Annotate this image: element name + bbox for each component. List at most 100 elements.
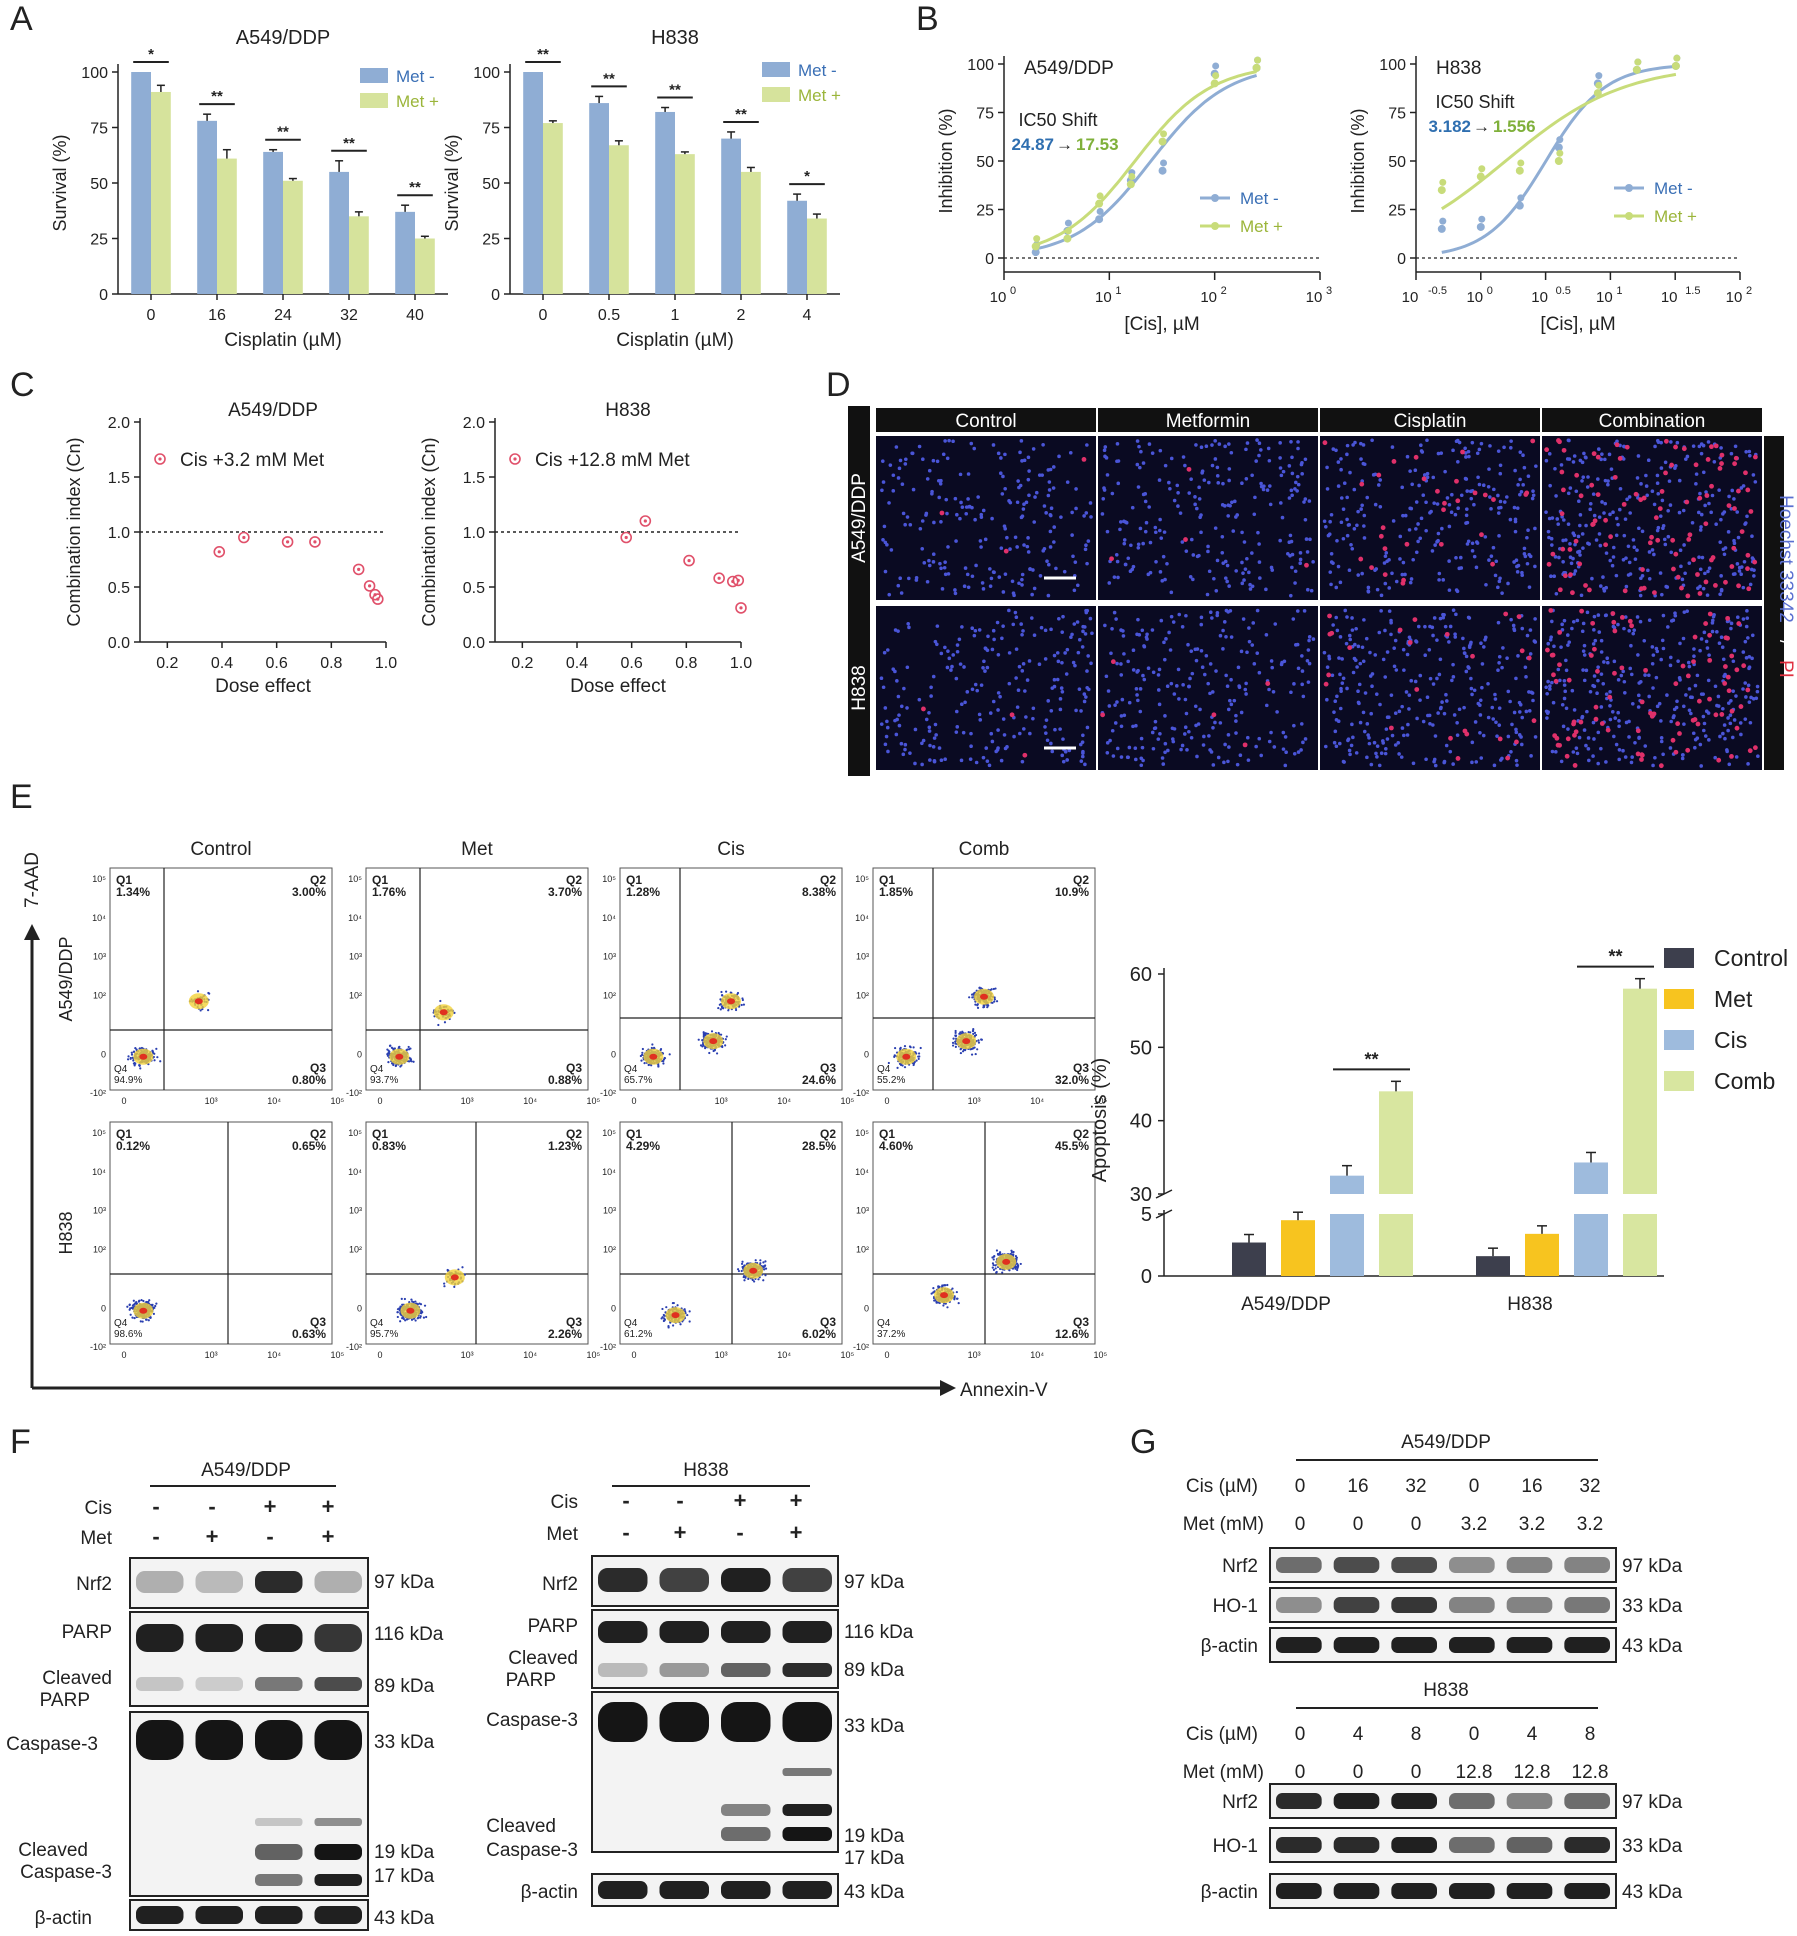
nucleus-blue: [1741, 687, 1745, 691]
nucleus-blue: [1071, 660, 1076, 665]
nucleus-blue: [925, 579, 930, 584]
nucleus-blue: [1379, 593, 1384, 598]
event-dot: [153, 1052, 156, 1055]
nucleus-blue: [1586, 736, 1591, 740]
nucleus-blue: [1444, 692, 1448, 697]
nucleus-blue: [1081, 624, 1085, 629]
nucleus-blue: [1533, 735, 1538, 739]
nucleus-blue: [1193, 495, 1197, 499]
nucleus-blue: [1326, 533, 1331, 538]
nucleus-blue: [1645, 493, 1649, 498]
nucleus-blue: [1053, 727, 1057, 732]
nucleus-red: [1442, 500, 1447, 506]
legend-marker: [154, 453, 166, 465]
nucleus-blue: [1076, 650, 1081, 655]
nucleus-blue: [1743, 681, 1748, 685]
nucleus-blue: [1255, 608, 1260, 613]
y-tick-label: 1.5: [108, 470, 130, 487]
nucleus-blue: [1441, 578, 1446, 582]
nucleus-blue: [1210, 463, 1215, 468]
nucleus-red: [1571, 721, 1576, 727]
nucleus-blue: [899, 704, 904, 709]
nucleus-blue: [1306, 648, 1311, 652]
x-tick-label: 10⁵: [1094, 1096, 1108, 1106]
nucleus-red: [1608, 534, 1613, 540]
nucleus-blue: [1163, 750, 1167, 755]
quadrant-value: 32.0%: [1055, 1073, 1089, 1087]
nucleus-blue: [884, 734, 889, 739]
data-point: [286, 540, 290, 544]
nucleus-blue: [1411, 761, 1416, 766]
nucleus-blue: [1435, 676, 1439, 681]
x-tick-label: 10: [1531, 289, 1548, 306]
nucleus-red: [1655, 537, 1661, 543]
nucleus-red: [1589, 482, 1595, 488]
data-point: [1064, 227, 1072, 235]
bar: [263, 151, 283, 294]
nucleus-blue: [1136, 485, 1141, 489]
nucleus-blue: [1033, 495, 1037, 499]
data-point: [687, 559, 691, 563]
nucleus-blue: [1020, 572, 1025, 577]
nucleus-red: [1622, 588, 1628, 594]
nucleus-blue: [1618, 507, 1622, 512]
panel-letter: E: [10, 778, 33, 816]
nucleus-blue: [1660, 498, 1665, 503]
nucleus-blue: [942, 565, 947, 570]
nucleus-blue: [1685, 454, 1690, 459]
nucleus-blue: [1020, 459, 1024, 463]
nucleus-blue: [1591, 720, 1596, 725]
nucleus-blue: [1345, 495, 1349, 500]
nucleus-red: [1684, 499, 1690, 505]
nucleus-blue: [1469, 676, 1473, 681]
nucleus-blue: [1572, 708, 1577, 712]
nucleus-blue: [1176, 490, 1180, 495]
data-point: [242, 535, 246, 540]
x-axis-label: [Cis], µM: [1124, 314, 1199, 335]
nucleus-blue: [1675, 699, 1679, 704]
event-dot: [130, 1051, 133, 1054]
nucleus-blue: [1140, 628, 1145, 633]
nucleus-blue: [1122, 713, 1127, 718]
nucleus-blue: [1220, 550, 1225, 555]
nucleus-blue: [1425, 695, 1430, 700]
nucleus-blue: [1487, 558, 1491, 562]
nucleus-blue: [1179, 747, 1183, 752]
event-dot: [130, 1053, 134, 1056]
nucleus-blue: [1381, 657, 1386, 662]
nucleus-blue: [1298, 557, 1303, 562]
nucleus-blue: [1596, 613, 1601, 617]
nucleus-red: [1713, 582, 1718, 588]
nucleus-blue: [1464, 654, 1469, 659]
nucleus-blue: [1379, 609, 1383, 613]
nucleus-blue: [1681, 704, 1686, 709]
nucleus-blue: [1496, 585, 1500, 590]
nucleus-blue: [938, 481, 943, 486]
x-tick-exponent: 1.5: [1685, 285, 1700, 297]
nucleus-blue: [1421, 719, 1426, 724]
nucleus-blue: [1073, 663, 1077, 668]
nucleus-blue: [1176, 667, 1181, 672]
nucleus-blue: [1208, 610, 1213, 615]
nucleus-blue: [1030, 592, 1034, 597]
nucleus-blue: [1445, 496, 1450, 500]
nucleus-blue: [989, 576, 994, 581]
nucleus-blue: [1144, 520, 1149, 525]
nucleus-blue: [1102, 448, 1107, 453]
nucleus-blue: [1599, 638, 1604, 643]
event-dot: [724, 1038, 727, 1041]
nucleus-blue: [1135, 670, 1139, 674]
nucleus-blue: [1571, 619, 1576, 624]
nucleus-blue: [1719, 446, 1723, 450]
nucleus-blue: [1188, 676, 1192, 681]
signif-marker: **: [343, 135, 355, 152]
nucleus-blue: [1531, 698, 1535, 703]
nucleus-blue: [1554, 494, 1558, 498]
nucleus-blue: [1193, 502, 1197, 507]
nucleus-blue: [1223, 742, 1227, 747]
nucleus-blue: [1231, 529, 1236, 533]
nucleus-blue: [1305, 550, 1310, 554]
nucleus-blue: [1695, 673, 1700, 678]
nucleus-red: [1709, 483, 1714, 489]
nucleus-blue: [1588, 689, 1593, 694]
